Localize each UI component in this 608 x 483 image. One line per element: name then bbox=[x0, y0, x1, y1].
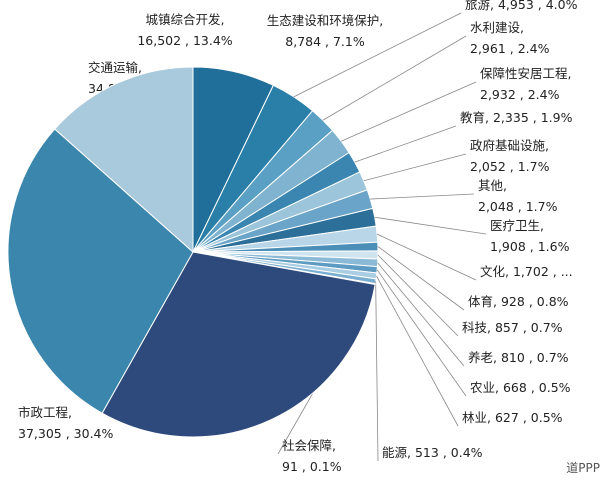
value-label: 810 , 0.7% bbox=[501, 350, 569, 365]
slice-label: 体育, 928 , 0.8% bbox=[468, 294, 569, 309]
leader-line bbox=[376, 269, 467, 397]
slice-label: 农业, 668 , 0.5% bbox=[470, 380, 571, 395]
leader-line bbox=[377, 246, 465, 311]
category-label: 林业, bbox=[462, 410, 491, 425]
slice-label: 旅游, 4,953 , 4.0% bbox=[465, 0, 578, 12]
slice-label: 政府基础设施, 2,052 , 1.7% bbox=[470, 138, 550, 174]
leader-line bbox=[376, 275, 459, 427]
value-label: 2,961 , 2.4% bbox=[470, 41, 550, 56]
leader-line bbox=[377, 254, 459, 337]
value-label: 668 , 0.5% bbox=[503, 380, 571, 395]
value-label: 91 , 0.1% bbox=[282, 459, 342, 474]
category-label: 教育, bbox=[460, 110, 489, 125]
leader-line bbox=[363, 153, 467, 182]
pie-slice bbox=[101, 251, 376, 438]
leader-line bbox=[354, 125, 457, 163]
category-label: 城镇综合开发, bbox=[146, 12, 225, 27]
watermark: 道PPP bbox=[566, 461, 600, 475]
value-label: 37,305 , 30.4% bbox=[18, 426, 113, 441]
leader-line bbox=[293, 12, 462, 98]
value-label: 2,932 , 2.4% bbox=[480, 87, 560, 102]
value-label: 857 , 0.7% bbox=[495, 320, 563, 335]
leader-line bbox=[374, 216, 487, 235]
category-label: 社会保障, bbox=[282, 438, 336, 453]
slice-label: 养老, 810 , 0.7% bbox=[468, 350, 569, 365]
pie-slice bbox=[54, 66, 194, 254]
slice-label: 其他, 2,048 , 1.7% bbox=[478, 178, 558, 214]
category-label: 农业, bbox=[470, 380, 499, 395]
value-label: 8,784 , 7.1% bbox=[285, 34, 365, 49]
slice-label: 文化, 1,702 , ... bbox=[480, 264, 573, 279]
pie-slice bbox=[7, 128, 194, 414]
value-label: 1,702 , ... bbox=[513, 264, 573, 279]
value-label: 1,908 , 1.6% bbox=[490, 239, 570, 254]
value-label: 2,052 , 1.7% bbox=[470, 159, 550, 174]
category-label: 能源, bbox=[382, 445, 411, 460]
category-label: 养老, bbox=[468, 350, 497, 365]
category-label: 市政工程, bbox=[18, 405, 72, 420]
slice-label: 城镇综合开发, 16,502 , 13.4% bbox=[137, 12, 232, 48]
slice-label: 保障性安居工程, 2,932 , 2.4% bbox=[480, 66, 571, 102]
slice-label: 水利建设, 2,961 , 2.4% bbox=[470, 20, 550, 56]
value-label: 2,335 , 1.9% bbox=[493, 110, 573, 125]
value-label: 4,953 , 4.0% bbox=[498, 0, 578, 12]
slice-label: 能源, 513 , 0.4% bbox=[382, 445, 483, 460]
category-label: 科技, bbox=[462, 320, 491, 335]
value-label: 2,048 , 1.7% bbox=[478, 199, 558, 214]
slice-label: 社会保障, 91 , 0.1% bbox=[282, 438, 342, 474]
category-label: 保障性安居工程, bbox=[480, 66, 571, 81]
leader-line bbox=[370, 193, 475, 200]
category-label: 文化, bbox=[480, 264, 509, 279]
value-label: 928 , 0.8% bbox=[501, 294, 569, 309]
category-label: 体育, bbox=[468, 294, 497, 309]
category-label: 水利建设, bbox=[470, 20, 524, 35]
slice-label: 市政工程, 37,305 , 30.4% bbox=[18, 405, 113, 441]
leader-line bbox=[341, 81, 477, 142]
slice-label: 生态建设和环境保护, 8,784 , 7.1% bbox=[267, 13, 383, 49]
value-label: 16,502 , 13.4% bbox=[137, 33, 232, 48]
slice-label: 科技, 857 , 0.7% bbox=[462, 320, 563, 335]
value-label: 627 , 0.5% bbox=[495, 410, 563, 425]
category-label: 旅游, bbox=[465, 0, 494, 12]
category-label: 其他, bbox=[478, 178, 507, 193]
leader-line bbox=[376, 233, 477, 281]
slice-label: 教育, 2,335 , 1.9% bbox=[460, 110, 573, 125]
category-label: 交通运输, bbox=[88, 60, 142, 75]
category-label: 医疗卫生, bbox=[490, 218, 544, 233]
leader-line bbox=[377, 262, 465, 367]
slice-label: 医疗卫生, 1,908 , 1.6% bbox=[490, 218, 570, 254]
slice-label: 林业, 627 , 0.5% bbox=[462, 410, 563, 425]
value-label: 513 , 0.4% bbox=[415, 445, 483, 460]
leader-line bbox=[375, 281, 379, 462]
category-label: 政府基础设施, bbox=[470, 138, 549, 153]
leader-line bbox=[322, 35, 467, 121]
category-label: 生态建设和环境保护, bbox=[267, 13, 383, 28]
